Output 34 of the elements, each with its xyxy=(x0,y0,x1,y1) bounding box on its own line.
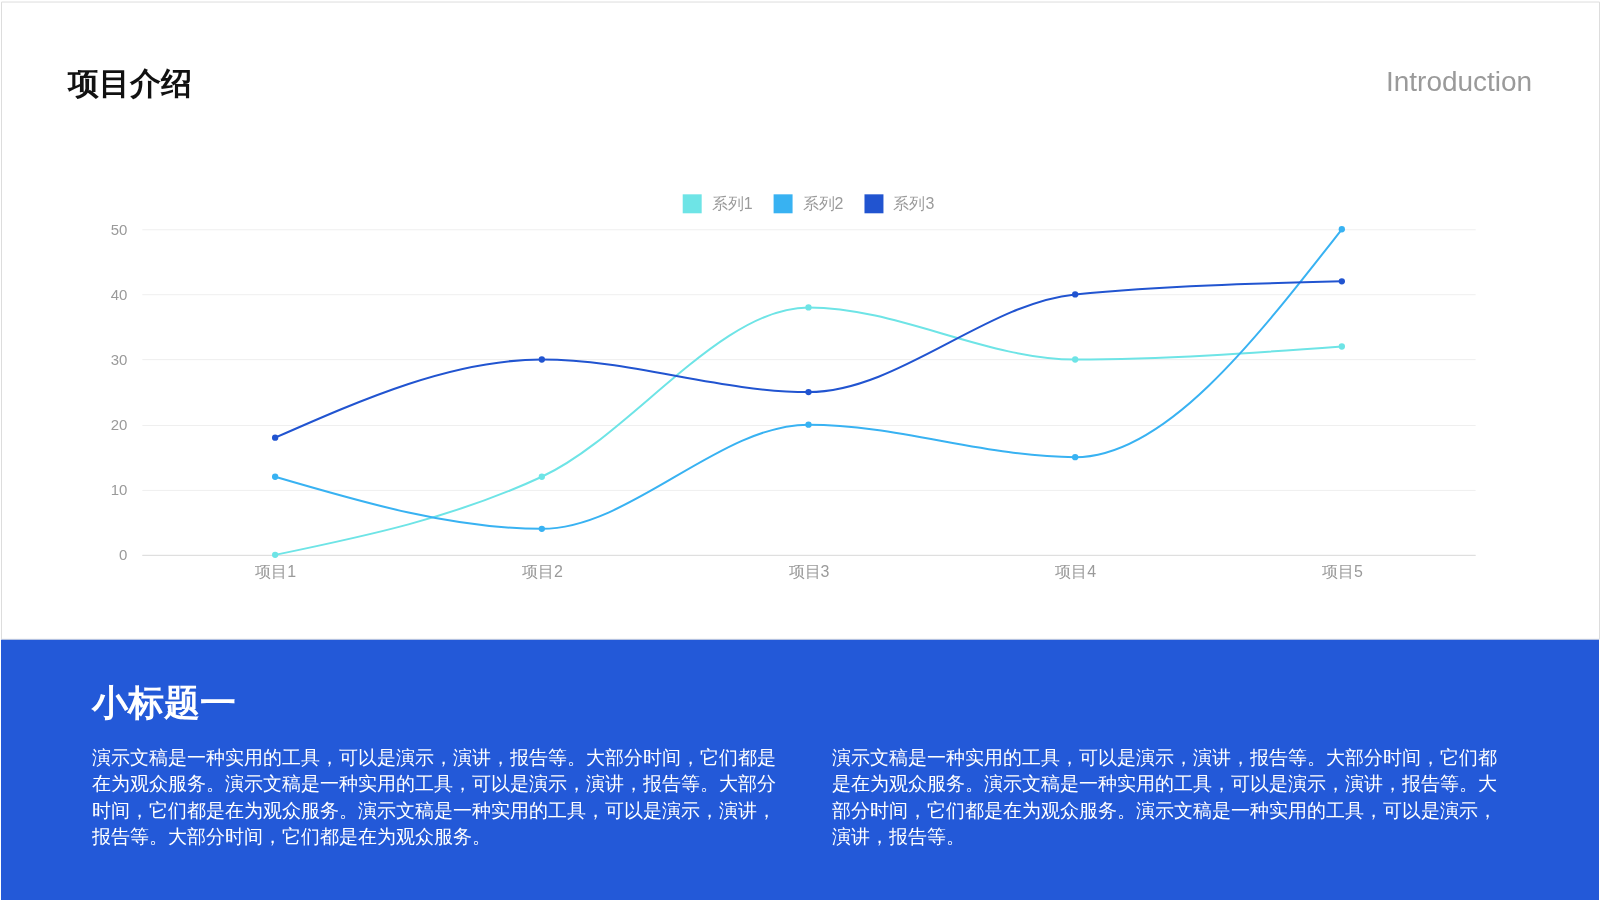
chart-subtitle: Introduction xyxy=(1386,66,1533,98)
point xyxy=(1072,356,1079,363)
legend-label: 系列2 xyxy=(802,194,844,212)
text: 演示文稿是一种实用的工具，可以是演示，演讲，报告等。大部分时间，它们都是在为观众服务。演示文稿是一种实用的工具，可以是演示，演讲，报告等。大部分时间，它们都是在为观众服务。演示文稿是一种实用的工具，可以是演示，演讲，报告等。大部分时间，它们都是在为观众服务。 xyxy=(90,746,776,848)
x-tick-label: 项目2 xyxy=(521,563,563,581)
point xyxy=(1338,226,1345,233)
x-tick-label: 项目4 xyxy=(1055,563,1097,581)
point xyxy=(805,388,812,396)
text: 小标题一 xyxy=(90,681,236,723)
point xyxy=(272,551,279,559)
point xyxy=(1072,291,1079,298)
point xyxy=(538,525,545,532)
point xyxy=(805,304,812,311)
y-tick-label: 10 xyxy=(110,481,128,499)
y-tick-label: 40 xyxy=(110,285,128,303)
text: 演示文稿是一种实用的工具，可以是演示，演讲，报告等。大部分时间，它们都是在为观众服务。演示文稿是一种实用的工具，可以是演示，演讲，报告等。大部分时间，它们都是在为观众服务。演示文稿是一种实用的工具，可以是演示，演讲，报告等。 xyxy=(831,746,1497,848)
x-tick-label: 项目5 xyxy=(1321,563,1363,581)
y-tick-label: 0 xyxy=(119,546,128,564)
point xyxy=(272,434,279,441)
point xyxy=(805,421,812,428)
point xyxy=(538,473,545,480)
x-tick-label: 项目3 xyxy=(788,563,830,581)
y-tick-label: 20 xyxy=(110,416,128,434)
point xyxy=(272,473,279,480)
y-tick-label: 30 xyxy=(110,351,128,369)
chart-title: 项目介绍 xyxy=(66,66,192,102)
point xyxy=(1072,454,1079,461)
y-tick-label: 50 xyxy=(110,220,128,238)
legend-label: 系列1 xyxy=(711,194,753,212)
x-tick-label: 项目1 xyxy=(255,563,297,581)
legend-label: 系列3 xyxy=(893,194,935,212)
point xyxy=(538,356,545,363)
point xyxy=(1338,278,1345,285)
point xyxy=(1338,343,1345,350)
